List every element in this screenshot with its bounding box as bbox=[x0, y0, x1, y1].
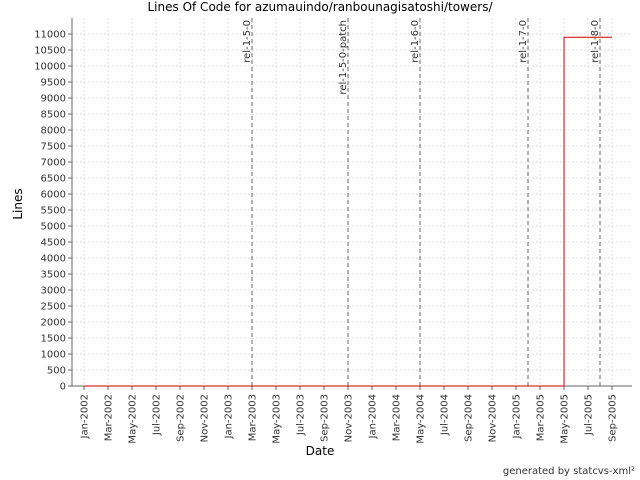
y-tick-label: 0 bbox=[60, 382, 66, 393]
footer: generated by statcvs-xml² bbox=[503, 466, 635, 477]
y-tick-label: 5000 bbox=[41, 222, 66, 233]
y-tick-label: 3500 bbox=[41, 270, 66, 281]
y-tick-label: 6000 bbox=[41, 190, 66, 201]
release-label: rel-1-5-0 bbox=[242, 20, 253, 63]
x-tick-label: Jan-2005 bbox=[512, 394, 523, 439]
y-tick-label: 7500 bbox=[41, 142, 66, 153]
y-tick-label: 2000 bbox=[41, 318, 66, 329]
y-tick-label: 1500 bbox=[41, 334, 66, 345]
x-tick-label: Jan-2002 bbox=[80, 394, 91, 439]
chart-title: Lines Of Code for azumauindo/ranbounagis… bbox=[148, 0, 494, 14]
x-tick-label: Nov-2004 bbox=[488, 394, 499, 442]
x-tick-label: May-2003 bbox=[272, 394, 283, 444]
x-tick-label: May-2002 bbox=[128, 394, 139, 444]
release-label: rel-1-7-0 bbox=[518, 20, 529, 63]
y-tick-label: 5500 bbox=[41, 206, 66, 217]
y-tick-label: 4000 bbox=[41, 254, 66, 265]
x-tick-label: Jan-2003 bbox=[224, 394, 235, 439]
x-tick-label: Mar-2002 bbox=[104, 394, 115, 441]
release-label: rel-1-5-0-patch bbox=[338, 20, 349, 95]
y-tick-label: 10500 bbox=[34, 46, 66, 57]
y-tick-label: 7000 bbox=[41, 158, 66, 169]
y-tick-label: 4500 bbox=[41, 238, 66, 249]
x-tick-label: Mar-2005 bbox=[536, 394, 547, 441]
x-tick-label: Jul-2004 bbox=[440, 394, 451, 436]
x-tick-label: Sep-2002 bbox=[176, 394, 187, 442]
x-tick-label: Jul-2003 bbox=[296, 394, 307, 436]
y-tick-label: 9000 bbox=[41, 94, 66, 105]
y-tick-label: 8000 bbox=[41, 126, 66, 137]
release-label: rel-1-6-0 bbox=[410, 20, 421, 63]
x-tick-label: Jan-2004 bbox=[368, 394, 379, 439]
x-tick-label: Mar-2003 bbox=[248, 394, 259, 441]
x-tick-label: Sep-2005 bbox=[608, 394, 619, 442]
line-series bbox=[84, 36, 612, 387]
x-tick-label: Sep-2003 bbox=[320, 394, 331, 442]
x-tick-label: May-2005 bbox=[560, 394, 571, 444]
release-label: rel-1-8-0 bbox=[590, 20, 601, 63]
y-tick-label: 10000 bbox=[34, 62, 66, 73]
y-tick-label: 11000 bbox=[34, 30, 66, 41]
x-tick-label: Mar-2004 bbox=[392, 394, 403, 441]
y-tick-label: 3000 bbox=[41, 286, 66, 297]
y-axis-label: Lines bbox=[11, 188, 25, 219]
x-axis-label: Date bbox=[306, 444, 335, 458]
x-tick-label: Nov-2003 bbox=[344, 394, 355, 442]
x-tick-label: Nov-2002 bbox=[200, 394, 211, 442]
x-tick-label: Jul-2002 bbox=[152, 394, 163, 436]
x-tick-label: Jul-2005 bbox=[584, 394, 595, 436]
y-tick-label: 500 bbox=[47, 366, 66, 377]
y-tick-label: 2500 bbox=[41, 302, 66, 313]
x-tick-label: Sep-2004 bbox=[464, 394, 475, 442]
y-tick-label: 1000 bbox=[41, 350, 66, 361]
plot-area bbox=[72, 18, 632, 386]
y-tick-label: 8500 bbox=[41, 110, 66, 121]
y-tick-label: 9500 bbox=[41, 78, 66, 89]
x-tick-label: May-2004 bbox=[416, 394, 427, 444]
y-tick-label: 6500 bbox=[41, 174, 66, 185]
